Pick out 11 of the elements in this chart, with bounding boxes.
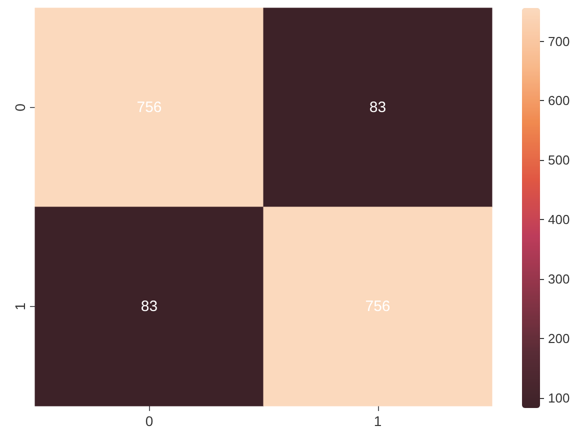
color-bar-label: 300 — [548, 272, 570, 287]
color-bar-label: 600 — [548, 93, 570, 108]
color-bar-label: 100 — [548, 390, 570, 406]
data-label: 83 — [140, 298, 158, 315]
data-label: 756 — [136, 99, 162, 116]
color-bar-label: 200 — [548, 330, 570, 346]
color-bar-label: 700 — [548, 34, 570, 49]
data-label: 756 — [365, 298, 390, 315]
color-bar-label: 400 — [548, 212, 570, 228]
color-bar-label: 500 — [548, 152, 570, 168]
data-label: 83 — [369, 99, 386, 116]
